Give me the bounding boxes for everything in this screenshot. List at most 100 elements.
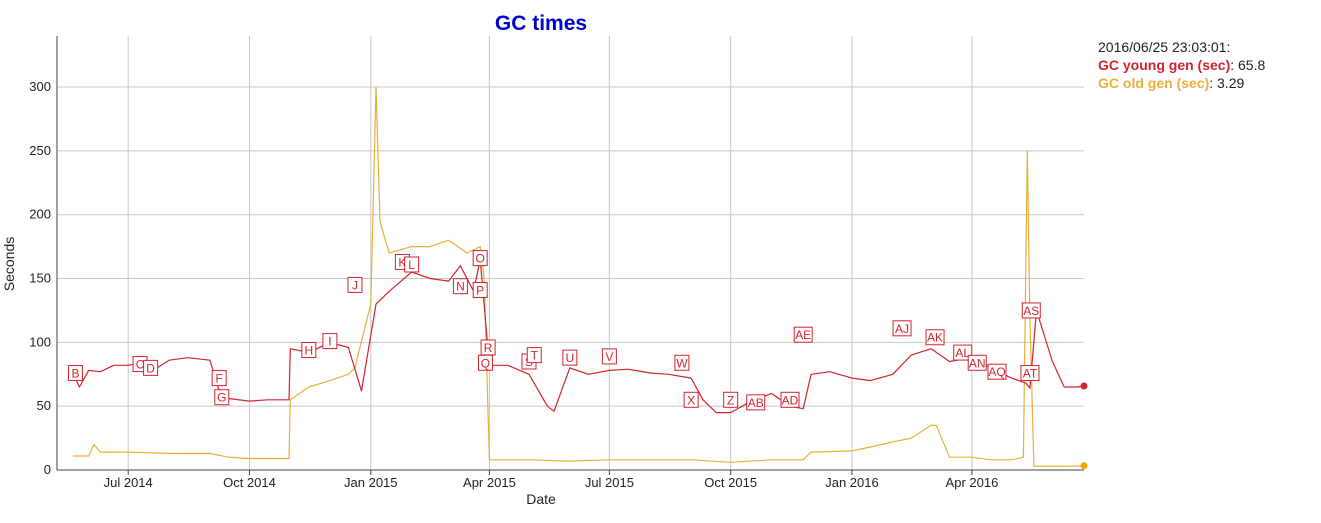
annotation-box [452, 278, 468, 295]
annotation-flag[interactable]: L [404, 256, 420, 273]
y-axis-label: Seconds [1, 237, 17, 291]
annotation-box [301, 342, 317, 359]
annotation-label: AK [927, 331, 943, 345]
annotation-label: T [531, 349, 539, 363]
chart-title: GC times [495, 12, 587, 35]
annotation-label: P [476, 284, 484, 298]
annotation-layer: BCDFGHIJKLNOPQRSTUVWXZABADAEAJAKALANAQAT… [67, 250, 1041, 411]
annotation-box [214, 389, 230, 406]
annotation-label: G [217, 391, 226, 405]
annotation-flag[interactable]: O [472, 250, 488, 267]
legend: 2016/06/25 23:03:01: GC young gen (sec):… [1098, 38, 1265, 92]
legend-young-label: GC young gen (sec) [1098, 57, 1231, 73]
annotation-box [780, 391, 800, 408]
annotation-flag[interactable]: X [683, 391, 699, 408]
x-tick-label: Apr 2015 [463, 475, 516, 490]
y-tick-label: 250 [29, 143, 51, 158]
y-tick-label: 50 [37, 398, 51, 413]
annotation-flag[interactable]: D [143, 359, 159, 376]
series-line-old [72, 86, 1085, 467]
annotation-flag[interactable]: W [674, 354, 690, 371]
annotation-box [143, 359, 159, 376]
annotation-box [674, 354, 690, 371]
series-end-point-old [1080, 462, 1088, 470]
annotation-flag[interactable]: P [472, 282, 488, 299]
annotation-label: AS [1023, 304, 1039, 318]
annotation-box [892, 320, 912, 337]
y-tick-label: 200 [29, 207, 51, 222]
annotation-box [683, 391, 699, 408]
annotation-label: N [456, 280, 465, 294]
annotation-flag[interactable]: I [322, 333, 338, 350]
series-end-point-young [1080, 382, 1088, 390]
x-tick-label: Oct 2014 [223, 475, 276, 490]
annotation-flag[interactable]: V [601, 348, 617, 365]
annotation-box [1021, 302, 1041, 319]
annotation-label: AB [748, 396, 764, 410]
annotation-flag[interactable]: AB [746, 394, 766, 411]
annotation-flag[interactable]: AL [953, 344, 973, 361]
annotation-box [601, 348, 617, 365]
legend-old-value: : 3.29 [1209, 75, 1245, 91]
annotation-label: AD [782, 393, 799, 407]
axes: 0 50 100 150 200 250 300 Jul 2014 Oct 2014 Jan 20… [29, 36, 1084, 490]
annotation-label: AQ [988, 365, 1005, 379]
x-tick-label: Oct 2015 [704, 475, 757, 490]
annotation-label: AT [1023, 366, 1038, 380]
annotation-label: L [408, 258, 415, 272]
annotation-label: O [476, 252, 485, 266]
annotation-flag[interactable]: AE [793, 326, 813, 343]
x-tick-label: Jan 2015 [344, 475, 398, 490]
annotation-box [480, 339, 496, 356]
annotation-flag[interactable]: AQ [987, 363, 1007, 380]
annotation-flag[interactable]: J [347, 276, 363, 293]
annotation-label: AL [955, 346, 970, 360]
annotation-box [472, 250, 488, 267]
annotation-box [746, 394, 766, 411]
annotation-flag[interactable]: B [67, 364, 83, 381]
annotation-flag[interactable]: H [301, 342, 317, 359]
legend-old-label: GC old gen (sec) [1098, 75, 1210, 91]
legend-old-row: GC old gen (sec): 3.29 [1098, 74, 1265, 92]
y-tick-label: 150 [29, 271, 51, 286]
annotation-label: AE [795, 328, 811, 342]
annotation-flag[interactable]: R [480, 339, 496, 356]
annotation-label: F [215, 372, 222, 386]
annotation-flag[interactable]: AD [780, 391, 800, 408]
annotation-flag[interactable]: N [452, 278, 468, 295]
annotation-flag[interactable]: Z [723, 391, 739, 408]
annotation-flag[interactable]: AS [1021, 302, 1041, 319]
annotation-box [723, 391, 739, 408]
x-axis-label: Date [526, 491, 556, 507]
annotation-flag[interactable]: AN [967, 354, 987, 371]
annotation-box [404, 256, 420, 273]
annotation-box [793, 326, 813, 343]
annotation-box [967, 354, 987, 371]
y-tick-label: 100 [29, 334, 51, 349]
annotation-flag[interactable]: Q [477, 354, 493, 371]
annotation-box [322, 333, 338, 350]
annotation-flag[interactable]: G [214, 389, 230, 406]
annotation-label: AN [969, 356, 986, 370]
annotation-flag[interactable]: T [526, 347, 542, 364]
x-tick-label: Jul 2015 [585, 475, 634, 490]
legend-timestamp: 2016/06/25 23:03:01: [1098, 39, 1231, 55]
x-tick-label: Apr 2016 [946, 475, 999, 490]
annotation-label: W [676, 356, 688, 370]
annotation-flag[interactable]: AT [1020, 364, 1040, 381]
annotation-flag[interactable]: AK [925, 329, 945, 346]
annotation-box [67, 364, 83, 381]
annotation-label: B [71, 366, 79, 380]
annotation-box [347, 276, 363, 293]
annotation-label: Z [727, 393, 734, 407]
annotation-flag[interactable]: U [562, 349, 578, 366]
annotation-flag[interactable]: F [211, 370, 227, 387]
annotation-label: C [136, 358, 145, 372]
annotation-label: H [304, 344, 313, 358]
annotation-flag[interactable]: AJ [892, 320, 912, 337]
x-tick-label: Jan 2016 [825, 475, 879, 490]
legend-young-row: GC young gen (sec): 65.8 [1098, 56, 1265, 74]
y-tick-label: 300 [29, 79, 51, 94]
annotation-label: D [146, 361, 155, 375]
